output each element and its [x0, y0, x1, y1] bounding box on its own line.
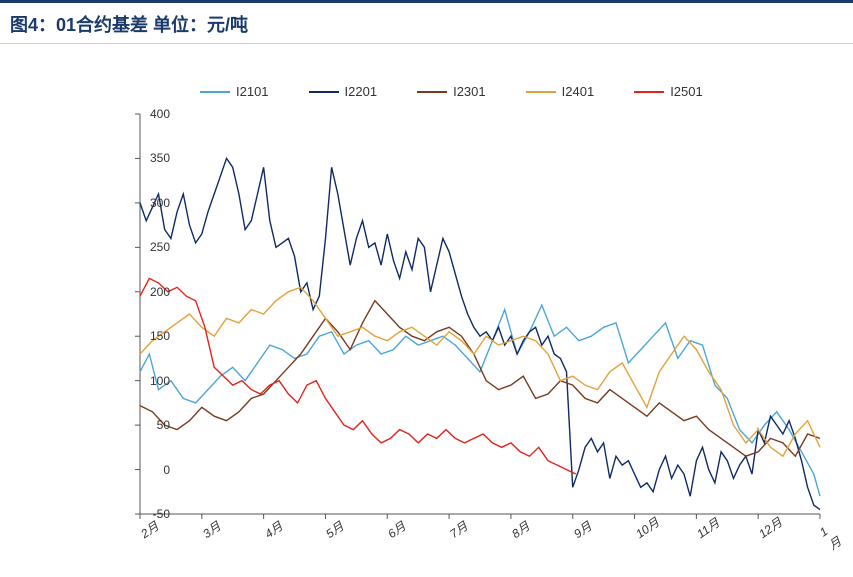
y-tick-label: 400 [130, 107, 170, 121]
series-I2501 [140, 278, 576, 474]
y-tick-label: 250 [130, 240, 170, 254]
legend-item: I2201 [309, 84, 378, 99]
chart-legend: I2101 I2201 I2301 I2401 I2501 [200, 84, 703, 99]
x-tick-label: 3月 [199, 517, 224, 542]
x-tick-label: 6月 [384, 517, 409, 542]
legend-label: I2301 [453, 84, 486, 99]
x-tick-label: 12月 [755, 513, 786, 541]
legend-swatch [417, 91, 447, 93]
legend-item: I2101 [200, 84, 269, 99]
chart-container: I2101 I2201 I2301 I2401 I2501 -5005010015020… [100, 84, 840, 564]
x-tick-label: 10月 [632, 513, 663, 541]
y-tick-label: 300 [130, 196, 170, 210]
legend-label: I2501 [670, 84, 703, 99]
legend-label: I2401 [562, 84, 595, 99]
y-tick-label: 50 [130, 418, 170, 432]
legend-item: I2401 [526, 84, 595, 99]
y-tick-label: 150 [130, 329, 170, 343]
legend-swatch [200, 91, 230, 93]
y-tick-label: 0 [130, 463, 170, 477]
plot-svg [140, 114, 820, 514]
legend-swatch [309, 91, 339, 93]
y-tick-label: 100 [130, 374, 170, 388]
legend-item: I2301 [417, 84, 486, 99]
x-tick-label: 9月 [570, 517, 595, 542]
y-tick-label: 200 [130, 285, 170, 299]
x-tick-label: 1月 [817, 521, 845, 553]
legend-label: I2101 [236, 84, 269, 99]
series-I2201 [140, 158, 820, 509]
x-tick-label: 8月 [508, 517, 533, 542]
legend-swatch [634, 91, 664, 93]
legend-item: I2501 [634, 84, 703, 99]
chart-title: 图4：01合约基差 单位：元/吨 [10, 11, 843, 37]
legend-swatch [526, 91, 556, 93]
x-tick-label: 4月 [261, 517, 286, 542]
y-tick-label: 350 [130, 151, 170, 165]
legend-label: I2201 [345, 84, 378, 99]
x-tick-label: 5月 [322, 517, 347, 542]
chart-title-bar: 图4：01合约基差 单位：元/吨 [0, 0, 853, 44]
x-tick-label: 7月 [446, 517, 471, 542]
plot-area: -50050100150200250300350400 2月3月4月5月6月7月… [140, 114, 820, 514]
x-tick-label: 11月 [693, 514, 723, 542]
series-I2301 [140, 301, 820, 457]
